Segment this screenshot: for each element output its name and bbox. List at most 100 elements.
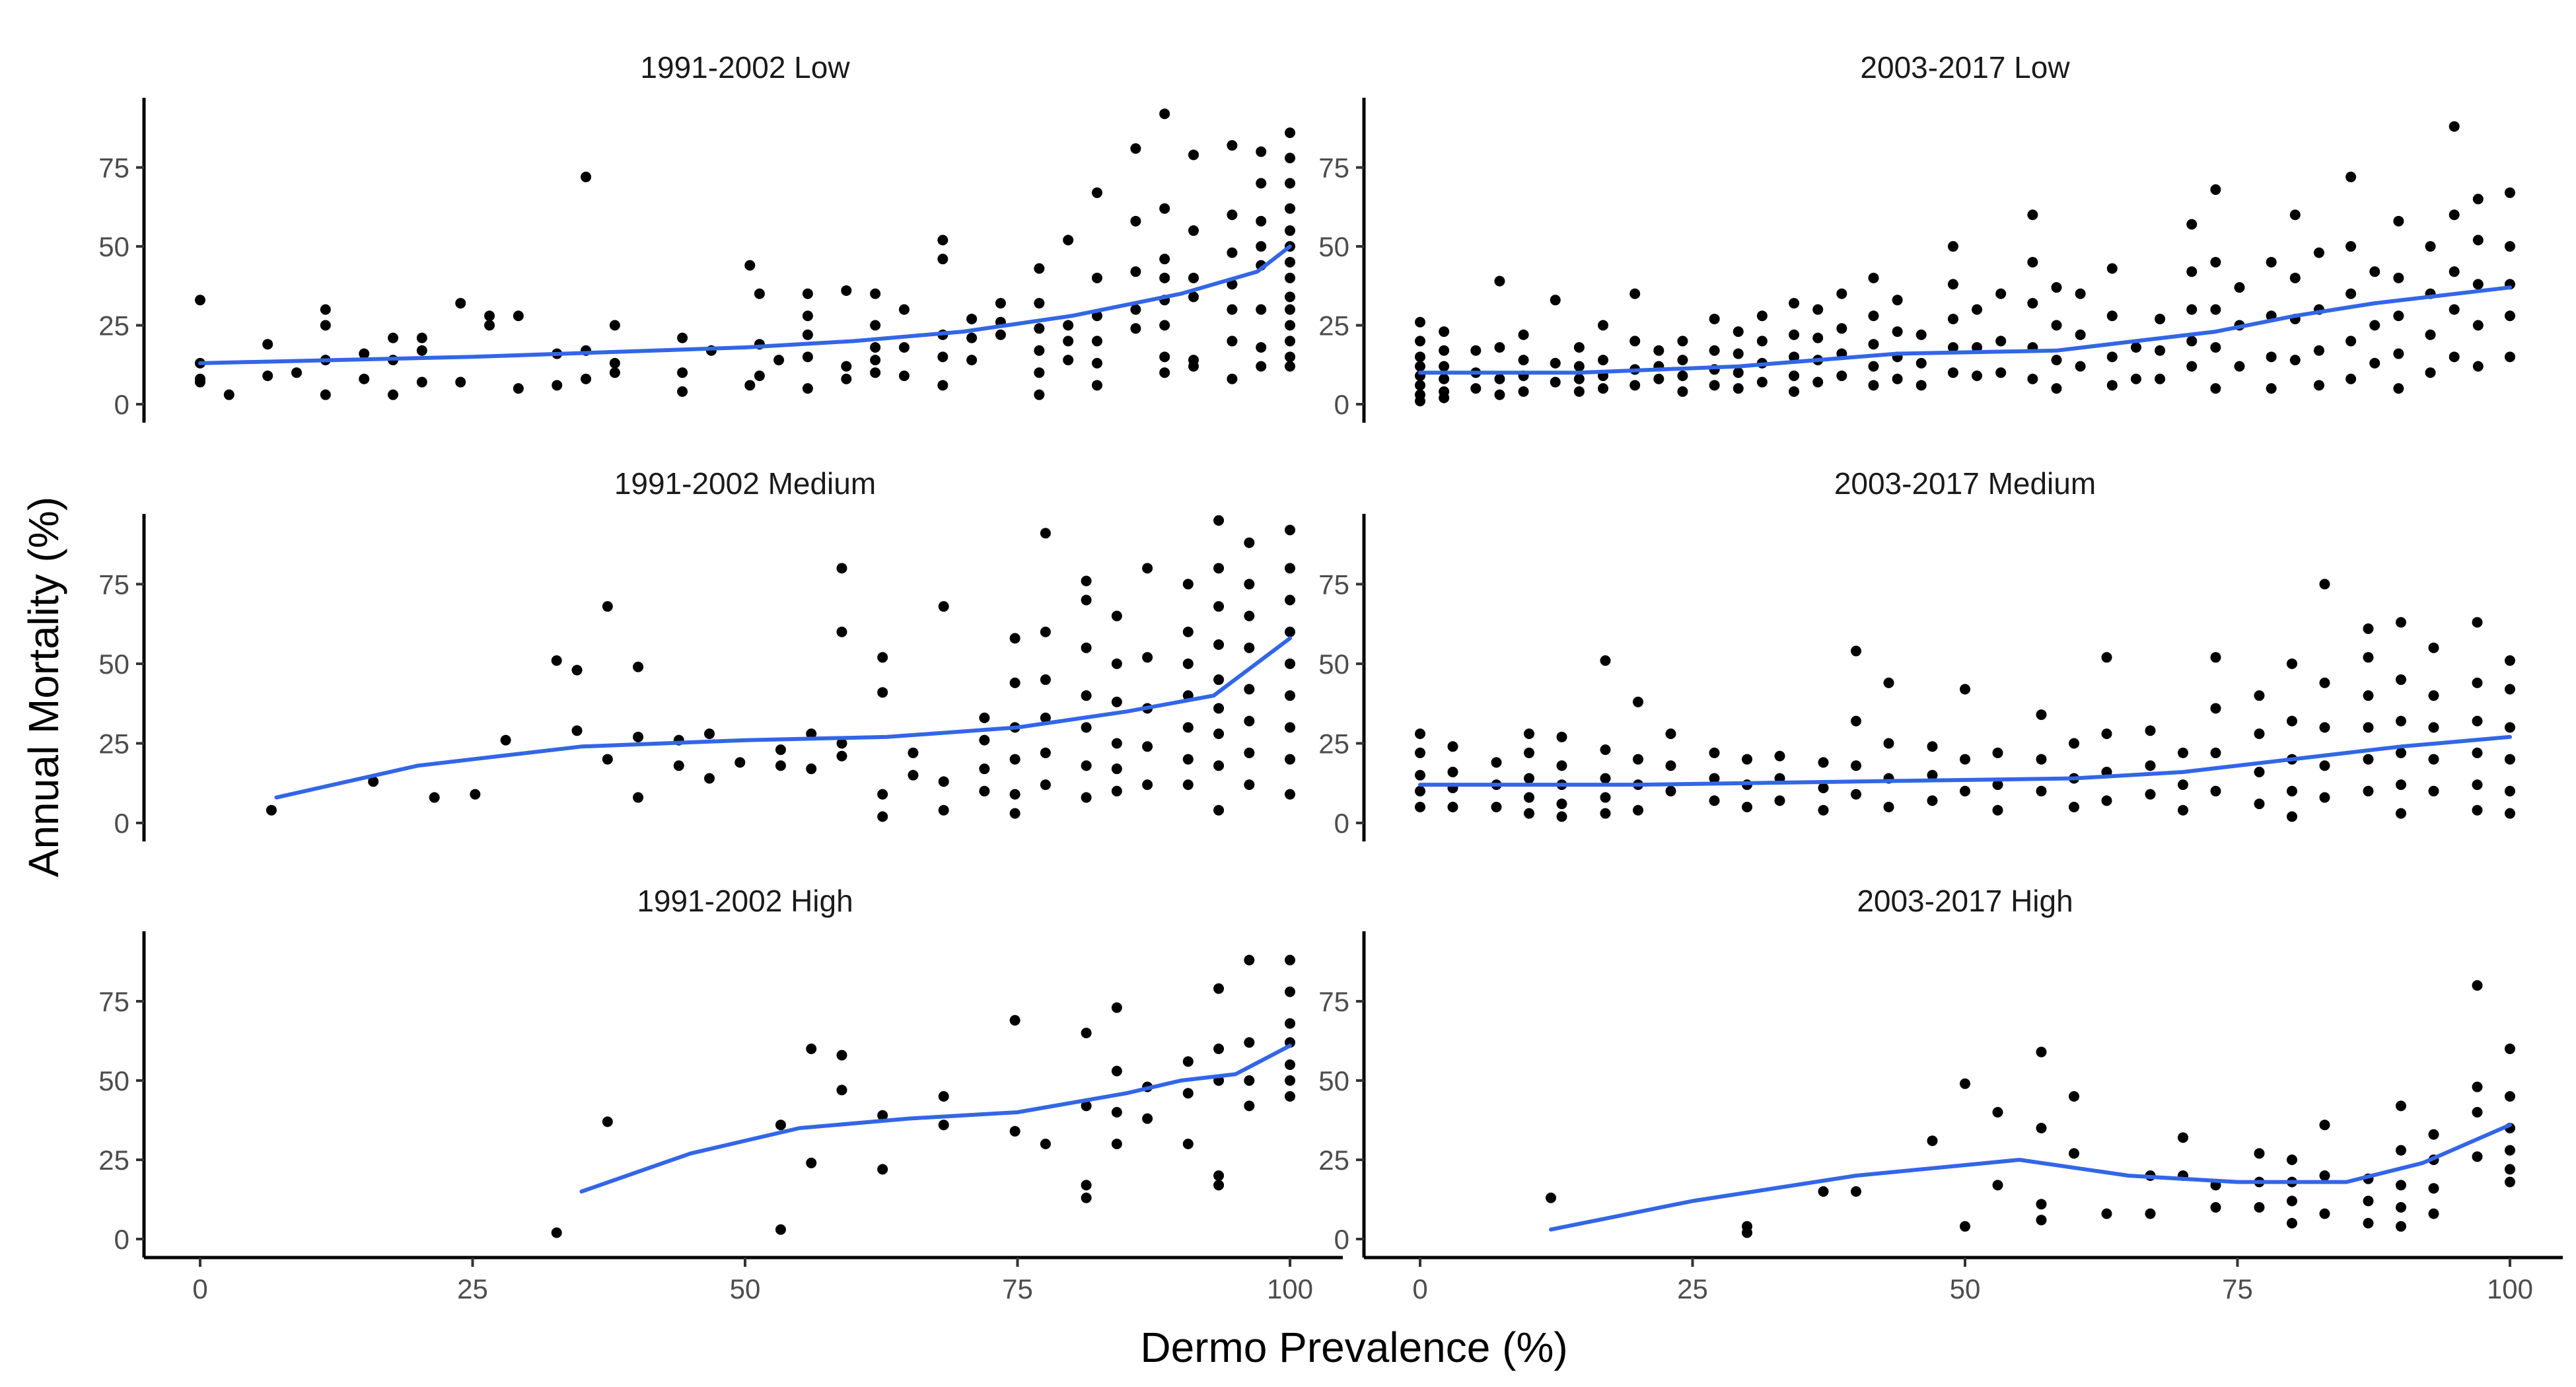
data-point [1111, 1139, 1122, 1149]
data-point [2027, 298, 2038, 309]
data-point [806, 764, 817, 775]
data-point [320, 304, 331, 315]
data-point [1851, 645, 1861, 657]
data-point [484, 320, 495, 331]
data-point [1677, 336, 1688, 347]
data-point [2106, 310, 2118, 322]
data-point [704, 729, 715, 740]
data-point [1091, 187, 1102, 198]
data-point [1927, 769, 1938, 781]
data-point [266, 804, 277, 816]
data-point [1600, 744, 1611, 756]
data-point [1213, 983, 1225, 994]
data-point [1709, 747, 1720, 758]
data-point [1927, 795, 1938, 806]
data-point [2345, 241, 2357, 252]
data-point [2106, 263, 2118, 274]
data-point [2396, 674, 2406, 686]
data-point [1742, 1227, 1752, 1238]
data-point [966, 313, 978, 324]
data-point [1159, 320, 1170, 331]
data-point [2428, 1183, 2439, 1194]
data-point [2425, 367, 2436, 378]
data-point [836, 1049, 847, 1061]
data-point [2130, 341, 2141, 353]
data-point [1494, 373, 1505, 384]
data-point [2186, 336, 2198, 347]
data-point [898, 341, 910, 353]
data-point [2145, 725, 2156, 736]
data-point [877, 811, 888, 822]
data-point [2036, 754, 2047, 765]
data-point [841, 285, 852, 296]
data-point [2505, 1145, 2515, 1156]
data-point [1081, 722, 1092, 733]
data-point [1742, 801, 1752, 812]
data-point [937, 234, 948, 246]
scatter-points [266, 515, 1295, 822]
data-point [1892, 373, 1903, 384]
data-point [2363, 623, 2374, 634]
data-point [1081, 1180, 1092, 1191]
data-point [1415, 361, 1425, 372]
data-point [2289, 272, 2301, 283]
data-point [1081, 594, 1092, 606]
data-point [1556, 799, 1567, 810]
data-point [1285, 153, 1295, 164]
data-point [966, 332, 978, 343]
data-point [1550, 357, 1561, 369]
data-point [2145, 760, 2156, 771]
data-point [1256, 146, 1267, 157]
data-point [2472, 279, 2484, 290]
data-point [979, 785, 990, 797]
data-point [1130, 215, 1141, 227]
data-point [1213, 674, 1225, 686]
data-point [1868, 380, 1879, 391]
data-point [1927, 741, 1938, 752]
data-point [552, 380, 563, 391]
data-point [2130, 373, 2141, 384]
data-point [1142, 779, 1153, 791]
data-point [1709, 773, 1720, 784]
data-point [1009, 1014, 1020, 1026]
data-point [1285, 524, 1295, 536]
data-point [1812, 332, 1824, 343]
data-point [388, 332, 399, 343]
data-point [836, 738, 847, 749]
data-point [1182, 579, 1194, 590]
data-point [2345, 373, 2357, 384]
data-point [2369, 266, 2380, 277]
data-point [2036, 1123, 2047, 1133]
data-point [2363, 690, 2374, 701]
data-point [2075, 329, 2086, 340]
data-point [1524, 773, 1534, 784]
data-point [1756, 310, 1768, 322]
data-point [836, 563, 847, 574]
panel-2003-2017-medium: 2003-2017 Medium 0 25 50 75 [1318, 466, 2515, 841]
data-point [1063, 234, 1074, 246]
panel-title: 1991-2002 Low [640, 50, 850, 85]
data-point [1111, 764, 1122, 775]
data-point [1081, 1192, 1092, 1203]
data-point [633, 731, 644, 742]
data-point [1285, 178, 1295, 189]
data-point [1159, 254, 1170, 265]
data-point [1285, 225, 1295, 236]
data-point [2363, 754, 2374, 765]
data-point [1883, 677, 1894, 688]
data-point [2178, 747, 2188, 758]
data-point [806, 1157, 817, 1168]
data-point [416, 345, 427, 356]
data-point [1182, 754, 1194, 765]
data-point [2393, 310, 2404, 322]
data-point [2069, 1148, 2079, 1159]
data-point [1256, 361, 1267, 372]
data-point [429, 792, 440, 803]
data-point [262, 370, 273, 381]
panel-1991-2002-high: 1991-2002 High 0 25 50 75 0 25 50 75 100 [98, 884, 1343, 1304]
data-point [908, 769, 919, 781]
data-point [2266, 383, 2277, 394]
data-point [1285, 986, 1295, 997]
data-point [1439, 345, 1450, 356]
data-point [1960, 754, 1970, 765]
